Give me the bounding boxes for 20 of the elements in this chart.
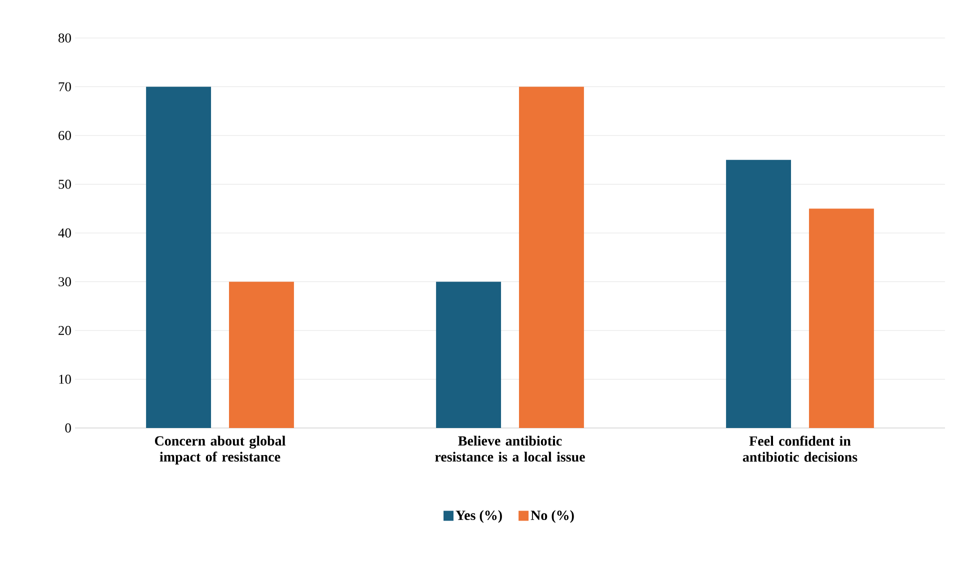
x-tick-label: Concern about global impact of resistance: [154, 436, 286, 464]
y-tick-label: 10: [59, 374, 71, 384]
y-tick-label: 40: [58, 228, 71, 238]
y-tick-label: 50: [58, 180, 71, 189]
bar: [436, 282, 502, 428]
x-tick-label: Feel confident in antibiotic decisions: [742, 436, 858, 462]
bar: [229, 282, 294, 428]
bar: [146, 86, 212, 428]
bar: [726, 160, 792, 428]
legend-label: Yes (%): [456, 510, 502, 523]
legend-label: No (%): [530, 510, 574, 523]
y-tick-label: 70: [58, 82, 71, 92]
y-tick-label: 0: [65, 423, 71, 433]
bar: [518, 86, 584, 428]
y-tick-label: 60: [58, 130, 71, 140]
y-tick-label: 80: [58, 33, 71, 43]
y-tick-label: 20: [58, 326, 71, 336]
y-tick-label: 30: [58, 277, 71, 286]
bar: [808, 208, 874, 428]
x-tick-label: Believe antibiotic resistance is a local issue: [435, 436, 585, 462]
